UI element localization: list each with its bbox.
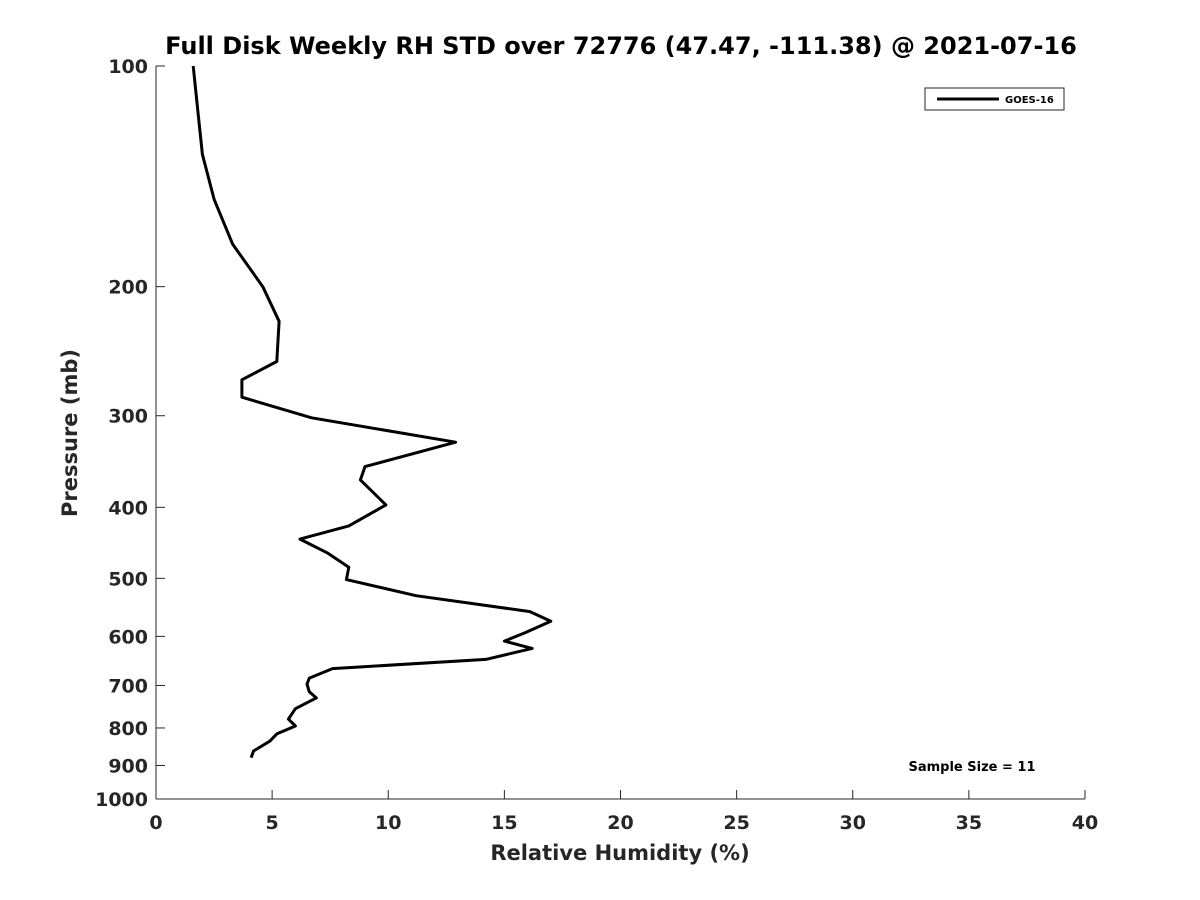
x-axis-label: Relative Humidity (%) <box>490 841 749 865</box>
x-tick-label: 35 <box>956 812 982 834</box>
x-axis-ticks: 0 5 10 15 20 25 30 35 40 <box>149 790 1098 834</box>
y-axis-label: Pressure (mb) <box>58 349 82 517</box>
x-tick-label: 5 <box>266 812 279 834</box>
y-tick-label: 500 <box>108 568 148 590</box>
y-tick-label: 300 <box>108 406 148 428</box>
series-line-goes-16 <box>191 65 553 759</box>
x-tick-label: 25 <box>723 812 749 834</box>
y-axis-ticks: 100 200 300 400 500 600 700 800 900 1000 <box>95 56 165 811</box>
sample-size-annotation: Sample Size = 11 <box>908 760 1035 775</box>
y-tick-label: 600 <box>108 626 148 648</box>
x-tick-label: 10 <box>375 812 401 834</box>
x-tick-label: 40 <box>1072 812 1098 834</box>
y-tick-label: 700 <box>108 675 148 697</box>
y-tick-label: 200 <box>108 277 148 299</box>
y-tick-label: 800 <box>108 718 148 740</box>
chart-title: Full Disk Weekly RH STD over 72776 (47.4… <box>165 32 1077 60</box>
y-tick-label: 400 <box>108 497 148 519</box>
legend-label-goes-16: GOES-16 <box>1005 95 1054 106</box>
x-tick-label: 20 <box>607 812 633 834</box>
x-tick-label: 0 <box>149 812 162 834</box>
y-tick-label: 900 <box>108 755 148 777</box>
y-tick-label: 100 <box>108 56 148 78</box>
legend: GOES-16 <box>924 87 1065 111</box>
x-tick-label: 30 <box>840 812 866 834</box>
plot-area: 0 5 10 15 20 25 30 35 40 100 200 300 400 500 600 700 80… <box>95 56 1098 834</box>
y-tick-label: 1000 <box>95 789 148 811</box>
x-tick-label: 15 <box>491 812 517 834</box>
